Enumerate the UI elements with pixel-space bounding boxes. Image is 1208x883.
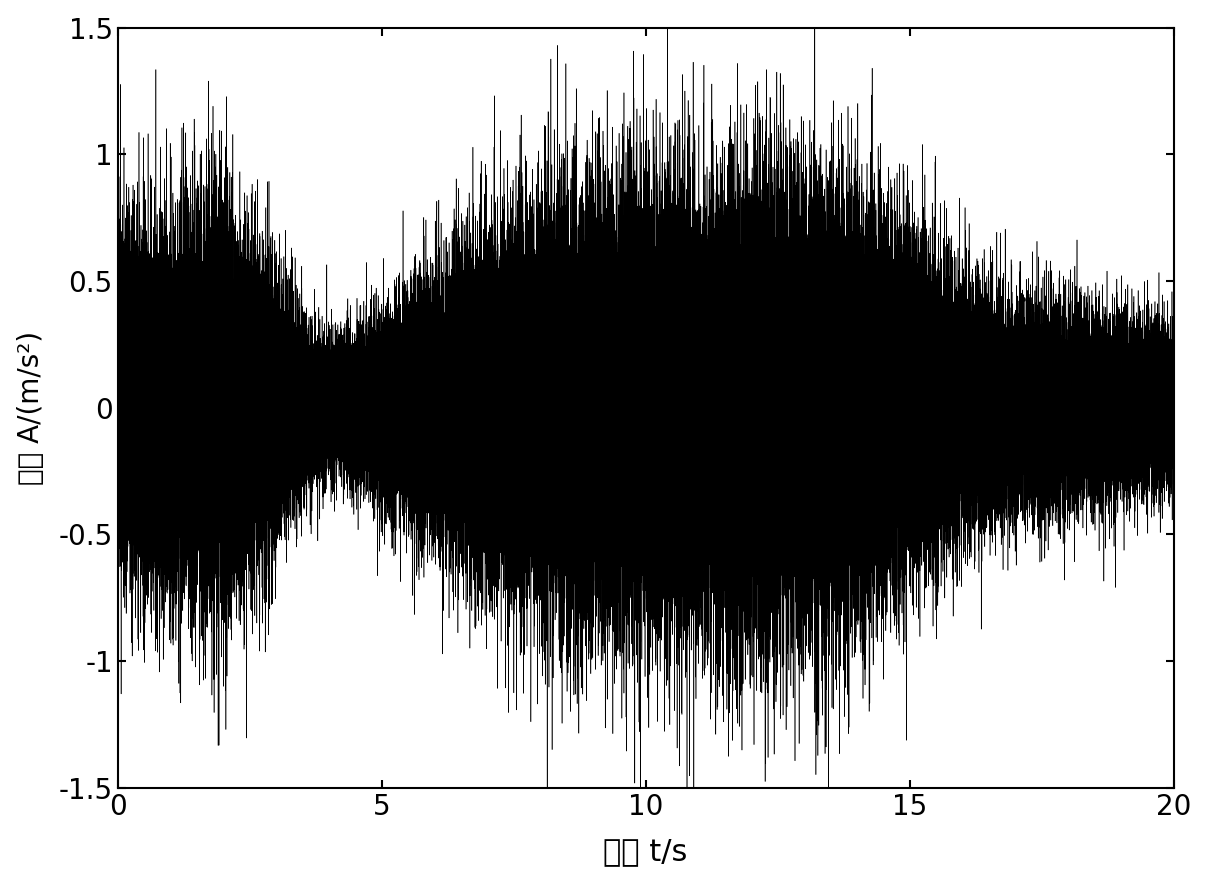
X-axis label: 时间 t/s: 时间 t/s [604, 837, 687, 866]
Y-axis label: 幅值 A/(m/s²): 幅值 A/(m/s²) [17, 330, 45, 485]
